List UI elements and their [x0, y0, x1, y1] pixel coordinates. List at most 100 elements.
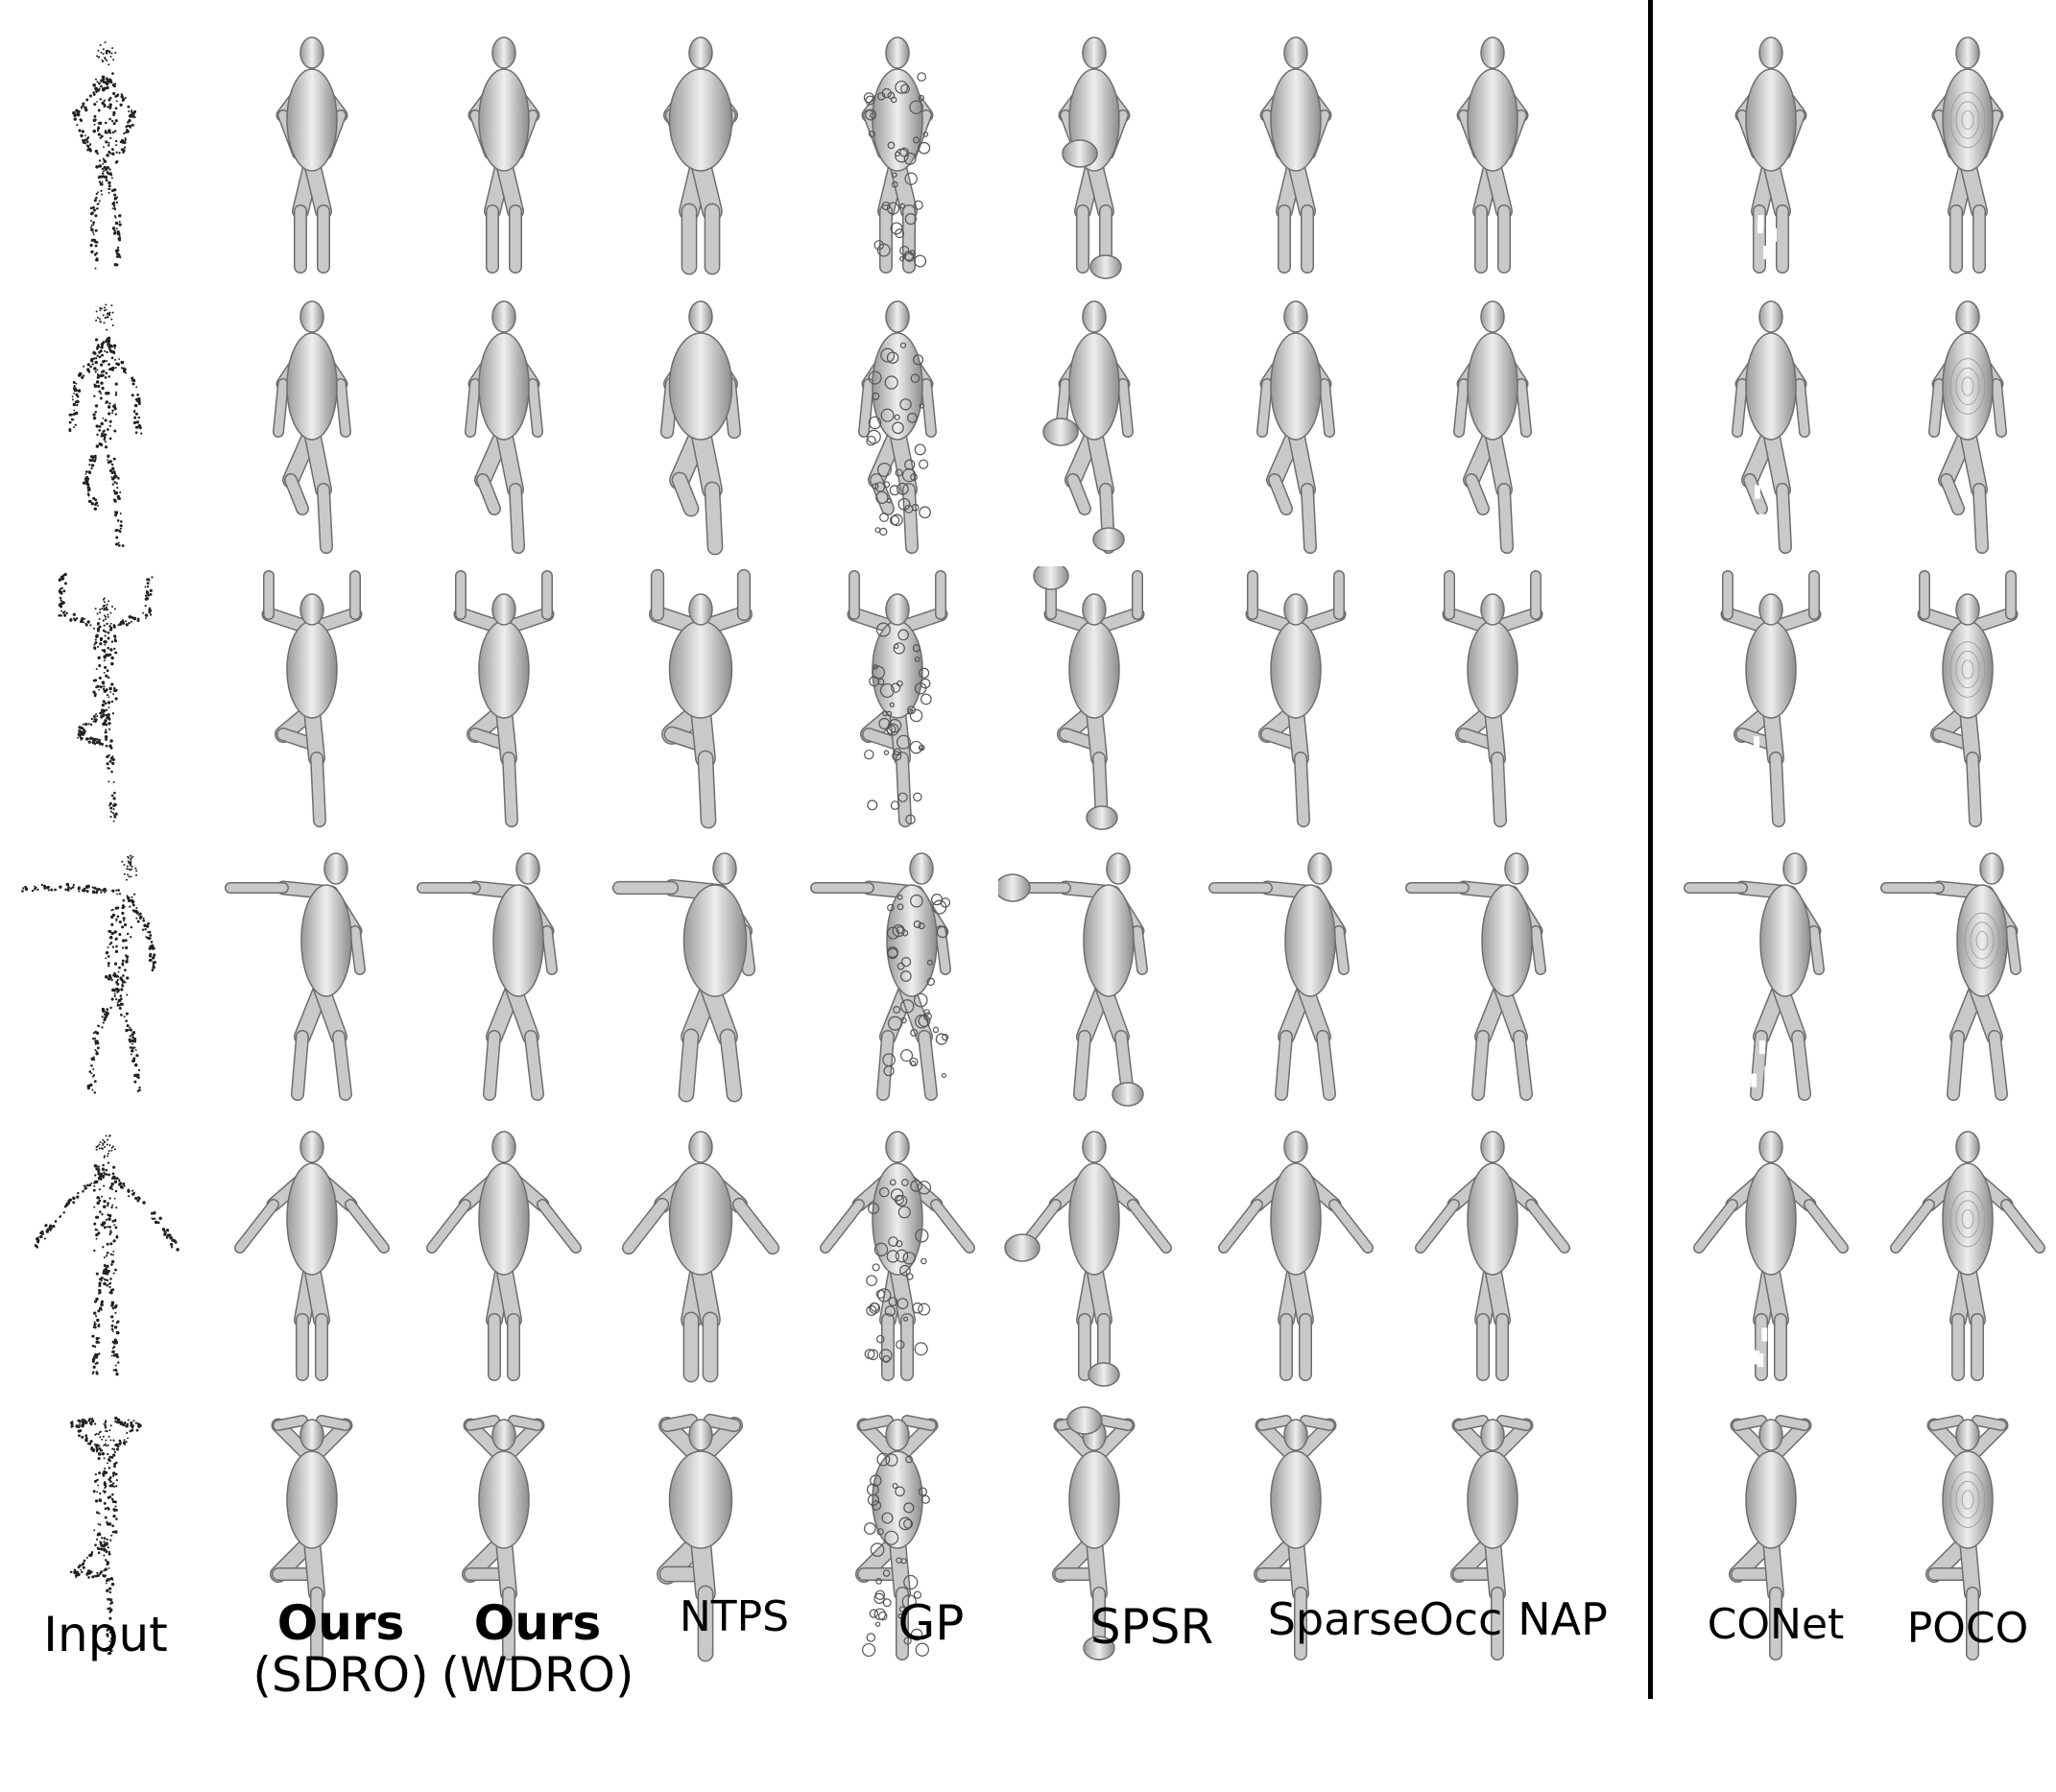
reconstruction-image: [1004, 1131, 1172, 1387]
cell-ntps-row-2: [605, 288, 797, 557]
cell-input-row-5: [10, 1123, 202, 1392]
mesh-figure: [1720, 570, 1822, 827]
mesh-figure: [1453, 300, 1532, 554]
cell-input-row-4: [10, 845, 202, 1113]
reconstruction-image: [611, 852, 756, 1103]
label-poco-title: POCO: [1906, 1604, 2029, 1653]
reconstruction-image: [810, 852, 951, 1101]
reconstruction-image: [847, 570, 948, 827]
column-divider: [1648, 0, 1653, 1699]
label-conet: CONet: [1689, 1599, 1862, 1651]
cell-sparseocc-row-5: [1200, 1123, 1392, 1392]
reconstruction-image: [1415, 1131, 1570, 1381]
reconstruction-image: [1256, 300, 1335, 554]
mesh-figure: [1732, 300, 1810, 554]
reconstruction-image: [68, 303, 143, 547]
reconstruction-image: [1880, 852, 2021, 1101]
reconstruction-image: [1729, 1415, 1812, 1661]
cell-nap-row-4: [1397, 845, 1589, 1113]
cell-gp-row-2: [801, 288, 993, 557]
mesh-figure: [820, 1131, 975, 1381]
mesh-figure: [621, 1131, 780, 1383]
reconstruction-image: [855, 1415, 939, 1661]
reconstruction-image: [275, 36, 348, 274]
label-spsr-title: SPSR: [1089, 1599, 1214, 1655]
reconstruction-image: [1734, 36, 1807, 274]
cell-wdro-row-5: [408, 1123, 600, 1392]
cell-input-row-6: [10, 1397, 202, 1665]
label-wdro-subtitle: (WDRO): [441, 1647, 634, 1703]
reconstruction-image: [1684, 852, 1825, 1101]
mesh-figure: [467, 36, 540, 274]
mesh-figure: [261, 570, 363, 827]
mesh-figure: [1890, 1131, 2045, 1381]
cell-spsr-row-4: [998, 845, 1190, 1113]
reconstruction-image: [58, 572, 154, 823]
cell-spsr-row-6: [998, 1397, 1190, 1665]
reconstruction-image: [72, 41, 137, 270]
reconstruction-image: [234, 1131, 390, 1381]
mesh-figure: [611, 852, 756, 1103]
reconstruction-image: [467, 36, 540, 274]
mesh-figure: [1042, 300, 1134, 554]
reconstruction-image: [1732, 300, 1810, 554]
cell-sparseocc-row-6: [1200, 1397, 1392, 1665]
label-sparseocc-title: SparseOcc: [1267, 1593, 1503, 1645]
mesh-figure: [1218, 1131, 1374, 1381]
reconstruction-image: [1245, 570, 1347, 827]
cell-conet-row-6: [1675, 1397, 1867, 1665]
cell-conet-row-5: [1675, 1123, 1867, 1392]
mesh-figure: [1880, 852, 2021, 1101]
cell-poco-row-1: [1872, 19, 2056, 288]
mesh-figure: [273, 300, 351, 554]
mesh-figure: [847, 570, 948, 827]
cell-wdro-row-6: [408, 1397, 600, 1665]
mesh-figure: [1450, 1415, 1534, 1661]
cell-ntps-row-5: [605, 1123, 797, 1392]
mesh-figure: [659, 300, 742, 556]
cell-sparseocc-row-1: [1200, 19, 1392, 288]
reconstruction-image: [1259, 36, 1332, 274]
cell-poco-row-2: [1872, 288, 2056, 557]
label-spsr: SPSR: [1075, 1601, 1229, 1653]
label-ntps-title: NTPS: [679, 1592, 790, 1641]
reconstruction-image: [462, 1415, 545, 1661]
cell-spsr-row-1: [998, 19, 1190, 288]
reconstruction-image: [861, 36, 934, 274]
mesh-figure: [1405, 852, 1546, 1101]
mesh-figure: [234, 1131, 390, 1381]
mesh-figure: [663, 36, 738, 275]
reconstruction-image: [34, 1135, 179, 1376]
mesh-figure: [1931, 36, 2004, 274]
mesh-figure: [417, 852, 558, 1101]
reconstruction-image: [1450, 1415, 1534, 1661]
mesh-figure: [855, 1415, 939, 1661]
reconstruction-image: [649, 568, 753, 829]
reconstruction-image: [1453, 300, 1532, 554]
reconstruction-image: [820, 1131, 975, 1381]
reconstruction-image: [1208, 852, 1350, 1101]
cell-conet-row-4: [1675, 845, 1867, 1113]
point-cloud: [34, 1135, 179, 1376]
mesh-figure: [275, 36, 348, 274]
reconstruction-image: [1033, 566, 1145, 830]
cell-nap-row-6: [1397, 1397, 1589, 1665]
cell-sdro-row-6: [216, 1397, 408, 1665]
mesh-figure: [1917, 570, 2019, 827]
mesh-figure: [1004, 1131, 1172, 1387]
reconstruction-image: [1931, 36, 2004, 274]
mesh-figure: [998, 852, 1148, 1107]
cell-nap-row-5: [1397, 1123, 1589, 1392]
mesh-figure: [1058, 36, 1131, 279]
mesh-figure: [1456, 36, 1529, 274]
cell-wdro-row-4: [408, 845, 600, 1113]
cell-nap-row-2: [1397, 288, 1589, 557]
mesh-figure: [462, 1415, 545, 1661]
cell-gp-row-6: [801, 1397, 993, 1665]
mesh-figure: [858, 300, 937, 554]
cell-nap-row-1: [1397, 19, 1589, 288]
point-cloud: [58, 572, 154, 823]
reconstruction-image: [998, 852, 1148, 1107]
label-input-title: Input: [43, 1607, 168, 1662]
reconstruction-image: [225, 852, 366, 1101]
